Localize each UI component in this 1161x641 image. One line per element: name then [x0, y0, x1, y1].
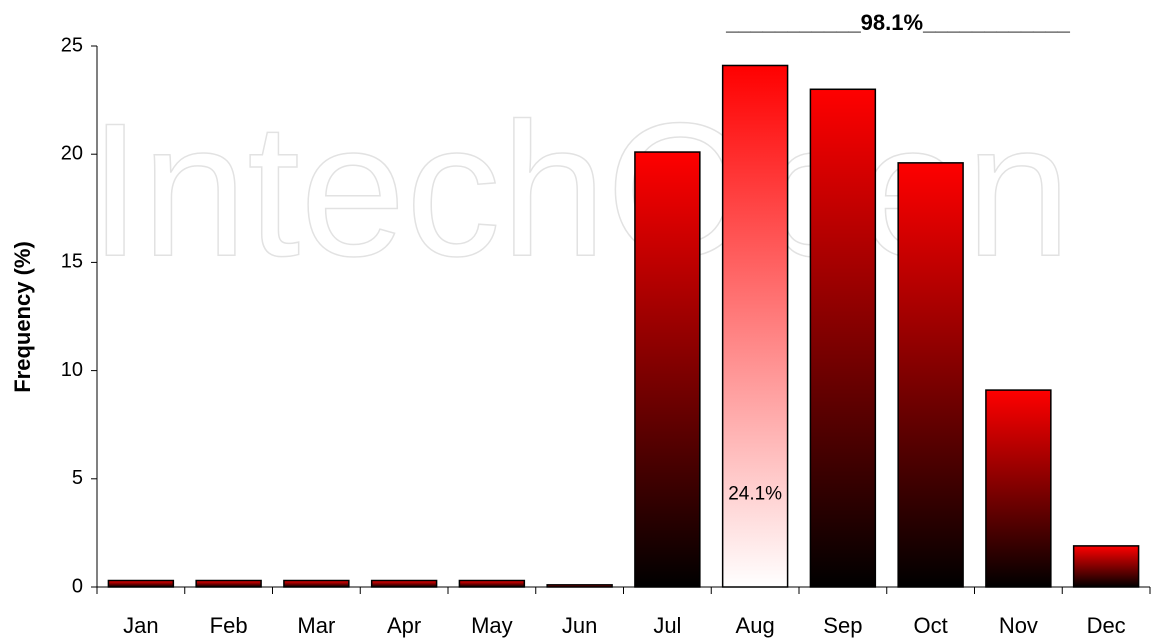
y-tick-label: 5: [72, 467, 83, 489]
y-tick-label: 20: [61, 142, 83, 164]
x-tick-label: Feb: [210, 613, 248, 638]
x-tick-label: Jul: [653, 613, 681, 638]
bar: [283, 579, 350, 588]
x-tick-label: Oct: [914, 613, 948, 638]
y-tick-label: 10: [61, 359, 83, 381]
bar: [107, 579, 175, 588]
bar: [721, 64, 789, 588]
x-tick-label: Aug: [736, 613, 775, 638]
x-tick-label: Sep: [823, 613, 862, 638]
x-tick-label: Mar: [297, 613, 335, 638]
y-tick-label: 0: [72, 575, 83, 597]
y-axis-label: Frequency (%): [10, 241, 35, 393]
data-label: 24.1%: [728, 483, 782, 504]
bar: [546, 584, 613, 588]
bar: [809, 88, 877, 588]
x-tick-label: Apr: [387, 613, 421, 638]
bar: [1072, 545, 1140, 588]
bar: [370, 579, 438, 588]
x-tick-label: Jan: [123, 613, 158, 638]
x-tick-label: Jun: [562, 613, 597, 638]
bar: [634, 151, 701, 588]
x-tick-label: May: [471, 613, 513, 638]
x-tick-label: Nov: [999, 613, 1038, 638]
bar: [458, 579, 526, 588]
bar: [897, 162, 964, 588]
bar: [195, 579, 262, 588]
y-tick-label: 15: [61, 251, 83, 273]
bar: [985, 389, 1052, 588]
annotation: ___________98.1%____________: [725, 10, 1071, 35]
y-tick-label: 25: [61, 34, 83, 56]
x-tick-label: Dec: [1087, 613, 1126, 638]
